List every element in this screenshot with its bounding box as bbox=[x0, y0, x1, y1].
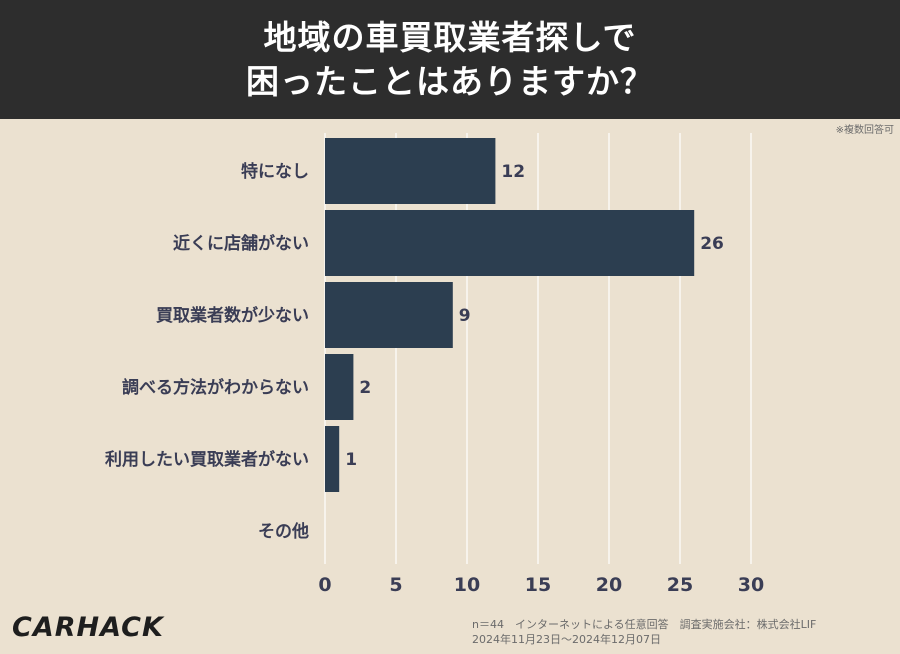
bars bbox=[325, 138, 695, 492]
bar bbox=[325, 210, 695, 276]
value-label: 26 bbox=[700, 234, 724, 254]
title-line-1: 地域の車買取業者探しで bbox=[263, 17, 637, 57]
x-tick-label: 25 bbox=[667, 574, 693, 596]
bar bbox=[325, 354, 354, 420]
bar bbox=[325, 426, 340, 492]
bar bbox=[325, 282, 453, 348]
bar bbox=[325, 138, 496, 204]
x-tick-label: 20 bbox=[596, 574, 622, 596]
header: 地域の車買取業者探しで 困ったことはありますか？ bbox=[0, 0, 900, 119]
x-tick-label: 0 bbox=[318, 574, 331, 596]
multiple-answers-note: ※複数回答可 bbox=[835, 125, 894, 136]
value-label: 12 bbox=[501, 162, 525, 182]
category-label: 調べる方法がわからない bbox=[122, 377, 309, 398]
x-tick-label: 10 bbox=[454, 574, 480, 596]
x-axis-ticks: 0 5 10 15 20 25 30 bbox=[318, 574, 764, 596]
category-label: 買取業者数が少ない bbox=[156, 305, 309, 326]
category-labels: 特になし近くに店舗がない買取業者数が少ない調べる方法がわからない利用したい買取業… bbox=[105, 161, 309, 542]
value-labels: 12 26 9 2 1 bbox=[345, 162, 724, 470]
category-label: 近くに店舗がない bbox=[173, 233, 309, 254]
carhack-logo: CARHACK bbox=[12, 612, 164, 643]
survey-footer: n＝44 インターネットによる任意回答 調査実施会社：株式会社LIF 2024年… bbox=[472, 617, 816, 647]
survey-info: n＝44 インターネットによる任意回答 調査実施会社：株式会社LIF bbox=[472, 618, 817, 631]
value-label: 2 bbox=[359, 378, 371, 398]
bar-chart: 特になし近くに店舗がない買取業者数が少ない調べる方法がわからない利用したい買取業… bbox=[105, 133, 764, 596]
grid bbox=[324, 133, 752, 564]
category-label: 利用したい買取業者がない bbox=[105, 449, 309, 470]
x-tick-label: 30 bbox=[738, 574, 764, 596]
chart-area: 特になし近くに店舗がない買取業者数が少ない調べる方法がわからない利用したい買取業… bbox=[0, 119, 900, 654]
x-tick-label: 15 bbox=[525, 574, 551, 596]
value-label: 1 bbox=[345, 450, 357, 470]
survey-period: 2024年11月23日〜2024年12月07日 bbox=[472, 633, 661, 646]
x-tick-label: 5 bbox=[389, 574, 402, 596]
category-label: 特になし bbox=[241, 161, 309, 182]
category-label: その他 bbox=[258, 521, 309, 542]
title-line-2: 困ったことはありますか？ bbox=[246, 61, 654, 101]
value-label: 9 bbox=[459, 306, 471, 326]
